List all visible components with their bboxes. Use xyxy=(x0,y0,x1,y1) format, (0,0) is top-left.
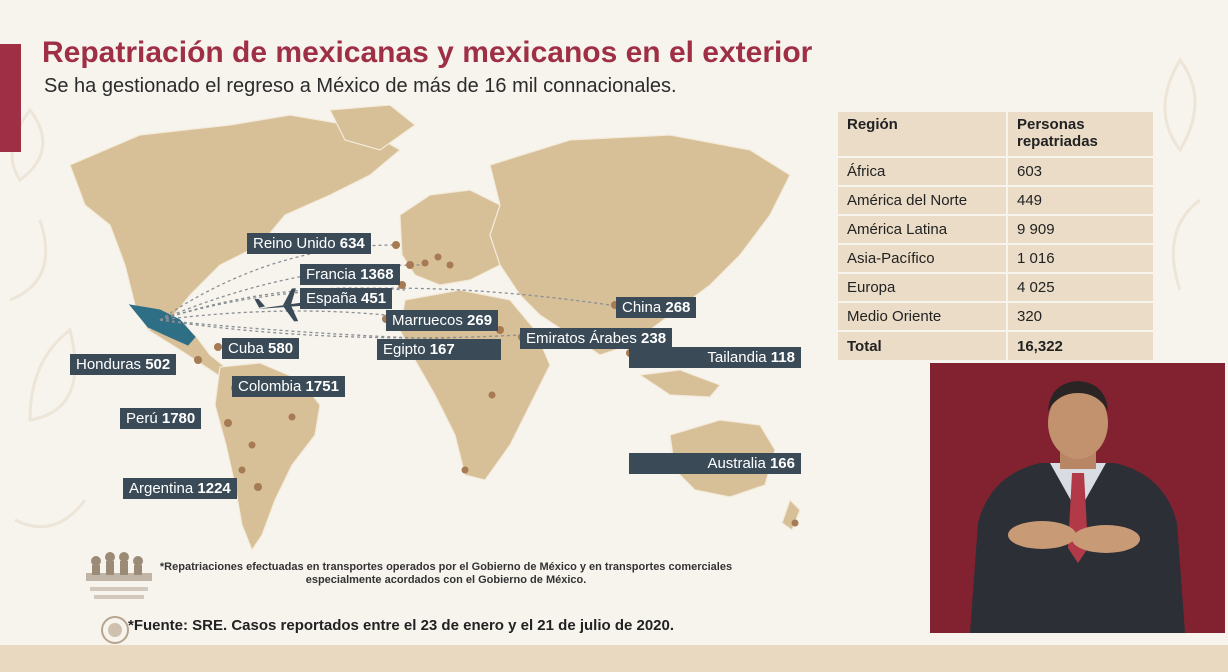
table-row: Asia-Pacífico 1 016 xyxy=(838,245,1155,274)
cell-region: América Latina xyxy=(838,216,1008,245)
region-table: Región Personas repatriadas África 603 Am… xyxy=(838,112,1155,362)
table-total-row: Total 16,322 xyxy=(838,332,1155,362)
cell-value: 1 016 xyxy=(1008,245,1155,274)
cell-value: 603 xyxy=(1008,158,1155,187)
dot-nz xyxy=(791,519,799,527)
mexico-highlight xyxy=(128,304,196,346)
table-row: Medio Oriente 320 xyxy=(838,303,1155,332)
note-line-1: *Repatriaciones efectuadas en transporte… xyxy=(159,561,733,573)
label-cuba: Cuba 580 xyxy=(222,338,300,359)
page-title: Repatriación de mexicanas y mexicanos en… xyxy=(42,36,813,69)
repatriation-note: *Repatriaciones efectuadas en transporte… xyxy=(146,561,746,587)
interpreter-figure xyxy=(930,363,1225,633)
label-marruecos: Marruecos 269 xyxy=(386,310,499,331)
page-subtitle: Se ha gestionado el regreso a México de … xyxy=(44,75,677,97)
cell-value: 9 909 xyxy=(1008,216,1155,245)
asia-landmass xyxy=(489,134,791,356)
label-egipto: Egipto 167 xyxy=(377,339,501,360)
label-australia: Australia 166 xyxy=(629,453,801,474)
header-region: Región xyxy=(838,112,1008,158)
label-honduras: Honduras 502 xyxy=(70,354,177,375)
header-personas: Personas repatriadas xyxy=(1008,112,1155,158)
label-espana: España 451 xyxy=(300,288,393,309)
label-colombia: Colombia 1751 xyxy=(232,376,345,397)
cell-value: 449 xyxy=(1008,187,1155,216)
government-logo xyxy=(86,552,152,599)
interpreter-video xyxy=(930,363,1225,633)
table-row: América del Norte 449 xyxy=(838,187,1155,216)
total-value: 16,322 xyxy=(1008,332,1155,362)
world-map xyxy=(69,105,801,552)
dot-europe-2 xyxy=(434,253,442,261)
label-emiratos-arabes: Emiratos Árabes 238 xyxy=(520,328,673,349)
label-reino-unido: Reino Unido 634 xyxy=(247,233,371,254)
dot-reino-unido xyxy=(392,241,400,249)
cell-region: Europa xyxy=(838,274,1008,303)
table-row: América Latina 9 909 xyxy=(838,216,1155,245)
dot-europe-1 xyxy=(421,259,429,267)
total-label: Total xyxy=(838,332,1008,362)
label-argentina: Argentina 1224 xyxy=(123,478,237,499)
source-note: *Fuente: SRE. Casos reportados entre el … xyxy=(128,617,675,634)
label-china: China 268 xyxy=(616,297,697,318)
label-tailandia: Tailandia 118 xyxy=(629,347,801,368)
continents xyxy=(69,105,801,552)
table-header-row: Región Personas repatriadas xyxy=(838,112,1155,158)
dot-europe-3 xyxy=(446,261,454,269)
dot-peru xyxy=(224,419,232,427)
europe-landmass xyxy=(399,189,501,286)
table-row: África 603 xyxy=(838,158,1155,187)
national-seal-icon xyxy=(101,616,129,644)
southeast-asia-islands xyxy=(638,369,722,398)
note-line-2: especialmente acordados con el Gobierno … xyxy=(305,574,587,586)
dot-honduras xyxy=(194,356,202,364)
cell-value: 320 xyxy=(1008,303,1155,332)
table-row: Europa 4 025 xyxy=(838,274,1155,303)
cell-region: África xyxy=(838,158,1008,187)
dot-sa-3 xyxy=(238,466,246,474)
cell-value: 4 025 xyxy=(1008,274,1155,303)
cell-region: América del Norte xyxy=(838,187,1008,216)
greenland-landmass xyxy=(329,105,416,151)
dot-espana xyxy=(398,281,406,289)
dot-africa-1 xyxy=(488,391,496,399)
cell-region: Asia-Pacífico xyxy=(838,245,1008,274)
accent-bar xyxy=(0,44,21,152)
dot-africa-2 xyxy=(461,466,469,474)
new-zealand-landmass xyxy=(781,498,801,531)
dot-argentina xyxy=(254,483,262,491)
dot-francia xyxy=(406,261,414,269)
label-peru: Perú 1780 xyxy=(120,408,202,429)
dot-sa-2 xyxy=(248,441,256,449)
bottom-band xyxy=(0,645,1228,672)
cell-region: Medio Oriente xyxy=(838,303,1008,332)
dot-sa-1 xyxy=(288,413,296,421)
dot-cuba xyxy=(214,343,222,351)
label-francia: Francia 1368 xyxy=(300,264,400,285)
